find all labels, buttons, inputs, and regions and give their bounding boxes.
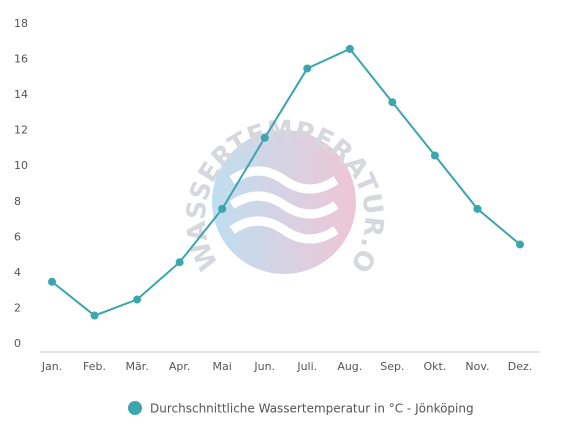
data-point bbox=[303, 64, 312, 73]
x-tick-label: Okt. bbox=[423, 360, 446, 373]
data-point bbox=[133, 295, 142, 304]
x-tick-label: Mär. bbox=[125, 360, 148, 373]
y-tick-label: 10 bbox=[14, 159, 28, 172]
y-tick-label: 0 bbox=[14, 337, 21, 350]
watermark: WASSERTEMPERATUR.ORG bbox=[0, 0, 387, 279]
data-point bbox=[175, 258, 184, 267]
y-tick-label: 18 bbox=[14, 17, 28, 30]
y-tick-label: 6 bbox=[14, 230, 21, 243]
data-point bbox=[430, 151, 439, 160]
y-tick-label: 14 bbox=[14, 88, 28, 101]
legend-marker bbox=[128, 401, 142, 415]
x-tick-label: Aug. bbox=[337, 360, 362, 373]
data-point bbox=[388, 98, 397, 107]
x-tick-label: Nov. bbox=[465, 360, 489, 373]
data-point bbox=[218, 204, 227, 213]
data-line bbox=[51, 47, 521, 317]
data-point bbox=[48, 277, 56, 286]
y-tick-label: 16 bbox=[14, 53, 28, 66]
data-point bbox=[516, 240, 524, 249]
x-tick-label: Jun. bbox=[253, 360, 275, 373]
x-tick-label: Apr. bbox=[169, 360, 191, 373]
y-tick-label: 4 bbox=[14, 266, 21, 279]
x-tick-label: Juli. bbox=[296, 360, 317, 373]
y-tick-label: 8 bbox=[14, 195, 21, 208]
x-tick-label: Jan. bbox=[41, 360, 62, 373]
data-point bbox=[345, 44, 354, 53]
data-point bbox=[90, 311, 99, 320]
legend-label: Durchschnittliche Wassertemperatur in °C… bbox=[150, 402, 474, 416]
x-tick-label: Mai bbox=[213, 360, 232, 373]
data-point bbox=[473, 204, 482, 213]
watermark-waves bbox=[229, 166, 339, 244]
y-tick-label: 12 bbox=[14, 124, 28, 137]
data-point bbox=[260, 133, 269, 142]
x-tick-label: Sep. bbox=[380, 360, 404, 373]
x-tick-label: Dez. bbox=[508, 360, 533, 373]
y-tick-label: 2 bbox=[14, 301, 21, 314]
x-tick-label: Feb. bbox=[83, 360, 106, 373]
